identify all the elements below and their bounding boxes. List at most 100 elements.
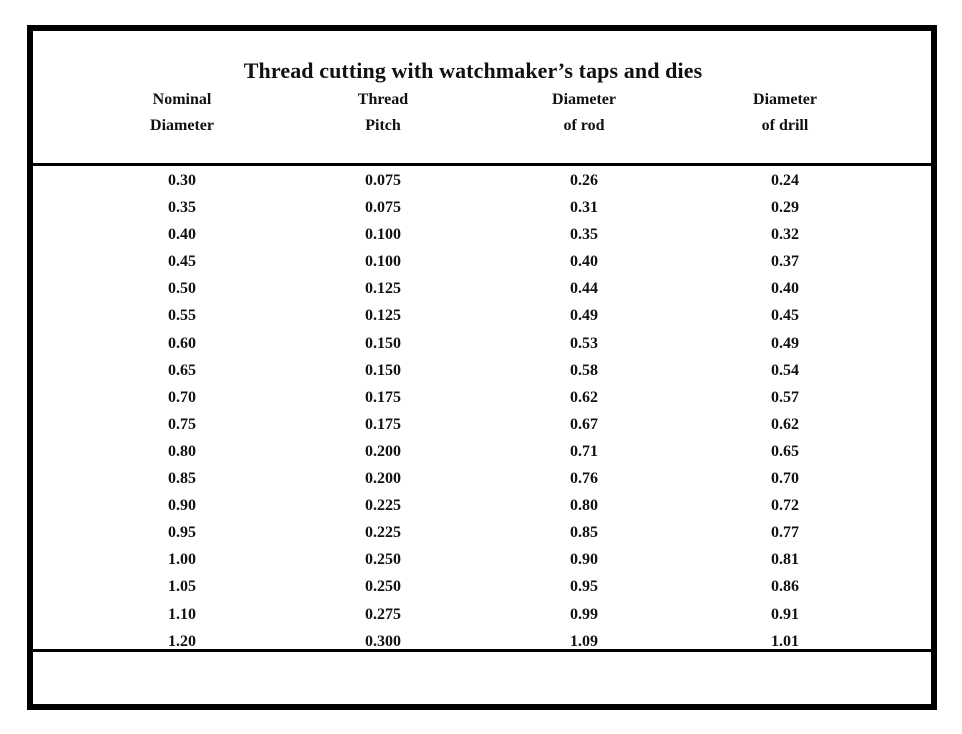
table-cell: 0.37 <box>771 253 799 271</box>
table-cell: 0.250 <box>365 578 401 596</box>
table-cell: 0.67 <box>570 415 598 433</box>
table-cell: 0.35 <box>570 226 598 244</box>
table-cell: 0.90 <box>168 497 196 515</box>
table-cell: 0.225 <box>365 524 401 542</box>
table-cell: 1.01 <box>771 632 799 650</box>
table-title: Thread cutting with watchmaker’s taps an… <box>243 58 703 83</box>
table-row: 0.65 0.150 0.58 0.54 <box>33 357 931 384</box>
table-cell: 0.80 <box>168 442 196 460</box>
table-row: 1.20 0.300 1.09 1.01 <box>33 628 931 655</box>
table-cell: 0.85 <box>168 470 196 488</box>
table-cell: 0.99 <box>570 605 598 623</box>
table-row: 0.30 0.075 0.26 0.24 <box>33 167 931 194</box>
table-cell: 0.125 <box>365 307 401 325</box>
table-cell: 0.62 <box>570 388 598 406</box>
table-cell: 0.175 <box>365 415 401 433</box>
table-row: 0.55 0.125 0.49 0.45 <box>33 302 931 329</box>
footer-divider <box>33 649 931 652</box>
header-line: of rod <box>563 117 605 134</box>
table-cell: 0.40 <box>168 226 196 244</box>
table-cell: 0.250 <box>365 551 401 569</box>
table-cell: 0.50 <box>168 280 196 298</box>
header-line: of drill <box>761 117 809 134</box>
table-cell: 0.72 <box>771 497 799 515</box>
table-row: 1.00 0.250 0.90 0.81 <box>33 546 931 573</box>
table-cell: 0.200 <box>365 470 401 488</box>
table-cell: 0.300 <box>365 632 401 650</box>
table-cell: 1.05 <box>168 578 196 596</box>
table-row: 0.95 0.225 0.85 0.77 <box>33 519 931 546</box>
table-cell: 0.55 <box>168 307 196 325</box>
table-row: 0.90 0.225 0.80 0.72 <box>33 492 931 519</box>
table-row: 0.75 0.175 0.67 0.62 <box>33 411 931 438</box>
table-cell: 0.57 <box>771 388 799 406</box>
table-cell: 0.075 <box>365 199 401 217</box>
table-cell: 0.62 <box>771 415 799 433</box>
table-cell: 0.70 <box>168 388 196 406</box>
table-row: 0.80 0.200 0.71 0.65 <box>33 438 931 465</box>
table-cell: 0.81 <box>771 551 799 569</box>
table-cell: 0.53 <box>570 334 598 352</box>
table-row: 0.85 0.200 0.76 0.70 <box>33 465 931 492</box>
table-row: 0.60 0.150 0.53 0.49 <box>33 330 931 357</box>
table-cell: 0.44 <box>570 280 598 298</box>
header-line: Pitch <box>365 117 401 134</box>
table-cell: 0.65 <box>771 442 799 460</box>
table-cell: 0.200 <box>365 442 401 460</box>
table-cell: 0.49 <box>771 334 799 352</box>
table-row: 0.40 0.100 0.35 0.32 <box>33 221 931 248</box>
table-cell: 0.075 <box>365 172 401 189</box>
table-row: 0.45 0.100 0.40 0.37 <box>33 248 931 275</box>
header-diameter-of-drill: Diameter of drill <box>705 87 865 139</box>
header-line: Diameter <box>150 117 214 134</box>
table-cell: 0.150 <box>365 334 401 352</box>
table-cell: 0.91 <box>771 605 799 623</box>
table-cell: 0.60 <box>168 334 196 352</box>
table-cell: 0.100 <box>365 226 401 244</box>
table-cell: 0.29 <box>771 199 799 217</box>
table-cell: 0.80 <box>570 497 598 515</box>
table-cell: 1.20 <box>168 632 196 650</box>
table-cell: 1.10 <box>168 605 196 623</box>
table-cell: 0.40 <box>570 253 598 271</box>
header-thread-pitch: Thread Pitch <box>303 87 463 139</box>
table-cell: 0.32 <box>771 226 799 244</box>
table-row: 0.70 0.175 0.62 0.57 <box>33 384 931 411</box>
table-cell: 0.75 <box>168 415 196 433</box>
table-cell: 0.54 <box>771 361 799 379</box>
table-cell: 0.35 <box>168 199 196 217</box>
table-cell: 1.00 <box>168 551 196 569</box>
header-line: Diameter <box>552 91 616 108</box>
table-cell: 0.45 <box>168 253 196 271</box>
table-cell: 0.76 <box>570 470 598 488</box>
table-cell: 0.40 <box>771 280 799 298</box>
table-cell: 0.30 <box>168 172 196 189</box>
header-nominal-diameter: Nominal Diameter <box>102 87 262 139</box>
table-cell: 0.31 <box>570 199 598 217</box>
table-cell: 1.09 <box>570 632 598 650</box>
table-row: 1.05 0.250 0.95 0.86 <box>33 573 931 600</box>
table-cell: 0.225 <box>365 497 401 515</box>
table-row: 0.50 0.125 0.44 0.40 <box>33 275 931 302</box>
table-cell: 0.95 <box>168 524 196 542</box>
table-cell: 0.100 <box>365 253 401 271</box>
table-cell: 0.45 <box>771 307 799 325</box>
table-cell: 0.70 <box>771 470 799 488</box>
table-cell: 0.49 <box>570 307 598 325</box>
table-cell: 0.24 <box>771 172 799 189</box>
table-cell: 0.125 <box>365 280 401 298</box>
table-frame: Thread cutting with watchmaker’s taps an… <box>27 25 937 710</box>
table-cell: 0.85 <box>570 524 598 542</box>
table-cell: 0.58 <box>570 361 598 379</box>
table-cell: 0.26 <box>570 172 598 189</box>
header-line: Thread <box>357 91 409 108</box>
header-line: Diameter <box>753 91 817 108</box>
table-row: 0.35 0.075 0.31 0.29 <box>33 194 931 221</box>
header-divider <box>33 163 931 166</box>
table-cell: 0.95 <box>570 578 598 596</box>
table-cell: 0.65 <box>168 361 196 379</box>
table-cell: 0.175 <box>365 388 401 406</box>
table-cell: 0.90 <box>570 551 598 569</box>
table-cell: 0.71 <box>570 442 598 460</box>
table-cell: 0.150 <box>365 361 401 379</box>
